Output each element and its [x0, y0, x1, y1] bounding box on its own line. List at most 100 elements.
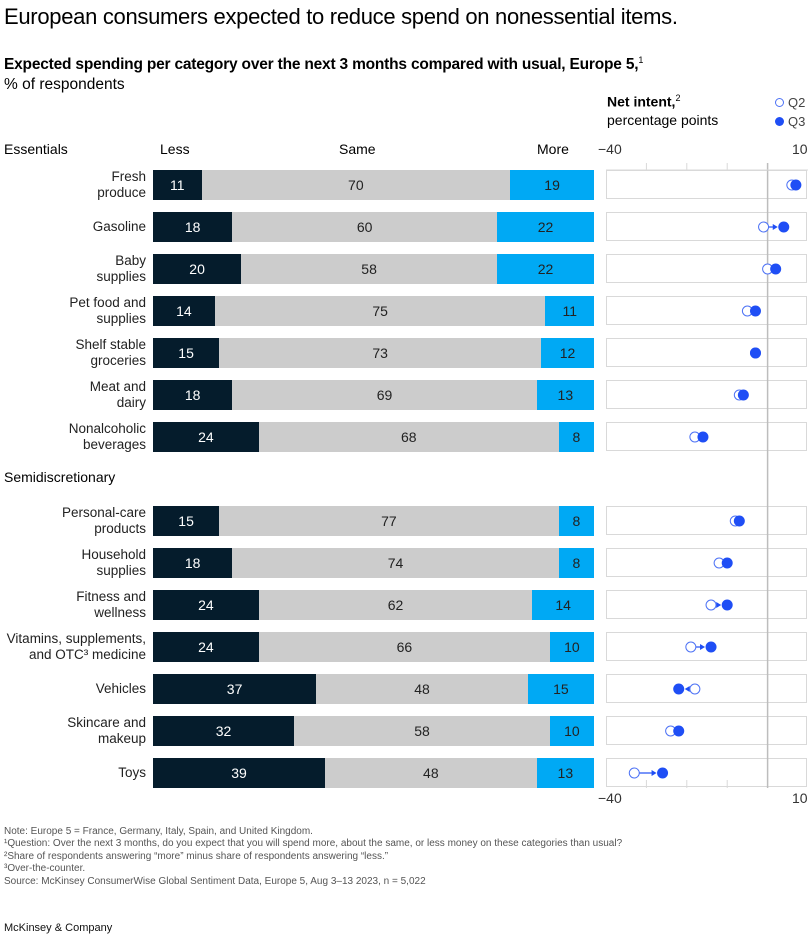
net-intent-title-text: Net intent, [607, 93, 676, 110]
footnote-3: ³Over-the-counter. [4, 863, 86, 875]
subtitle-text: Expected spending per category over the … [4, 56, 639, 74]
category-label-line: and OTC³ medicine [28, 647, 146, 662]
bar-segment-same: 60 [232, 212, 497, 242]
net-intent-title: Net intent,2 [607, 93, 680, 110]
category-label-line: dairy [116, 395, 146, 410]
category-label: Vitamins, supplements, and OTC³ medicine [7, 631, 146, 663]
category-label: Baby supplies [96, 253, 146, 285]
footnote-source: Source: McKinsey ConsumerWise Global Sen… [4, 875, 426, 887]
bar-segment-more: 14 [532, 590, 594, 620]
legend-q3: Q3 [775, 114, 805, 129]
bar-segment-more: 13 [536, 380, 594, 410]
group-label-essentials: Essentials [4, 141, 68, 157]
net-intent-row [606, 296, 807, 325]
chart-subtitle: Expected spending per category over the … [4, 55, 643, 74]
group-label-semidiscretionary: Semidiscretionary [4, 469, 116, 485]
filled-circle-icon [775, 117, 784, 126]
arrow-icon [716, 602, 722, 608]
bar-segment-same: 69 [232, 380, 537, 410]
category-label: Toys [118, 765, 146, 781]
bar-segment-more: 10 [549, 632, 594, 662]
net-intent-subtitle: percentage points [607, 112, 719, 128]
hollow-circle-icon [775, 98, 784, 107]
bar-segment-same: 58 [241, 254, 497, 284]
bar-segment-less: 18 [153, 212, 233, 242]
bar-segment-same: 68 [258, 422, 559, 452]
category-label-line: Personal-care [61, 505, 146, 520]
category-label-line: Pet food and [69, 295, 146, 310]
legend-q2-label: Q2 [788, 95, 806, 110]
footnote-1: ¹Question: Over the next 3 months, do yo… [4, 838, 623, 850]
bar-segment-more: 8 [558, 422, 594, 452]
legend-q3-label: Q3 [788, 114, 806, 129]
q2-point [685, 641, 697, 653]
bar-segment-same: 77 [219, 506, 559, 536]
arrow-icon [700, 644, 706, 650]
category-label-line: Vitamins, supplements, [6, 631, 146, 646]
q2-point [689, 683, 701, 695]
net-intent-row [606, 506, 807, 535]
category-label: Nonalcoholic beverages [69, 421, 146, 453]
q3-point [721, 599, 733, 611]
category-label: Shelf stable groceries [75, 337, 146, 369]
category-label: Meat and dairy [90, 379, 146, 411]
category-label: Skincare and makeup [67, 715, 146, 747]
bar-segment-less: 39 [153, 758, 325, 788]
category-label-line: beverages [82, 437, 146, 452]
q3-point [657, 767, 669, 779]
arrow-icon [772, 224, 778, 230]
bar-segment-less: 37 [153, 674, 317, 704]
arrow-icon [684, 686, 690, 692]
category-label-line: produce [97, 185, 146, 200]
bar-segment-more: 22 [496, 254, 594, 284]
net-intent-row [606, 338, 807, 367]
bar-segment-less: 18 [153, 548, 233, 578]
q3-point [770, 263, 782, 275]
category-label: Household supplies [81, 547, 146, 579]
bar-segment-same: 48 [316, 674, 528, 704]
category-label-line: groceries [90, 353, 146, 368]
bar-segment-same: 48 [324, 758, 537, 788]
column-header-same: Same [339, 141, 376, 157]
net-intent-axis-max-top: 10 [792, 141, 808, 157]
bar-segment-more: 22 [496, 212, 594, 242]
q3-point [697, 431, 709, 443]
bar-segment-less: 20 [153, 254, 242, 284]
bar-segment-less: 15 [153, 338, 220, 368]
brand-logo-text: McKinsey & Company [4, 922, 113, 934]
category-label-line: Household [81, 547, 146, 562]
category-label-line: products [94, 521, 146, 536]
category-label-line: makeup [97, 731, 146, 746]
q3-point [673, 683, 685, 695]
footnotes: Note: Europe 5 = France, Germany, Italy,… [4, 826, 622, 888]
bar-segment-same: 62 [258, 590, 533, 620]
bar-segment-less: 11 [153, 170, 202, 200]
bar-segment-more: 11 [545, 296, 594, 326]
bar-segment-more: 19 [510, 170, 594, 200]
bar-segment-more: 12 [541, 338, 594, 368]
net-intent-row [606, 716, 807, 745]
net-intent-row [606, 548, 807, 577]
q3-point [749, 347, 761, 359]
net-intent-axis-max-bottom: 10 [792, 790, 808, 806]
category-label-line: Vehicles [95, 681, 146, 696]
category-label: Fitness and wellness [76, 589, 146, 621]
category-label-line: supplies [96, 269, 146, 284]
q3-point [721, 557, 733, 569]
bar-segment-more: 13 [536, 758, 594, 788]
category-label-line: Shelf stable [75, 337, 146, 352]
q3-point [733, 515, 745, 527]
q3-point [790, 179, 802, 191]
category-label: Gasoline [93, 219, 146, 235]
bar-segment-less: 14 [153, 296, 215, 326]
net-intent-axis-min-bottom: −40 [598, 790, 622, 806]
net-intent-row [606, 674, 807, 703]
category-label-line: Meat and [89, 379, 146, 394]
q3-point [705, 641, 717, 653]
bar-segment-less: 32 [153, 716, 295, 746]
q2-point [628, 767, 640, 779]
bar-segment-less: 24 [153, 422, 259, 452]
bar-segment-same: 74 [232, 548, 559, 578]
category-label-line: supplies [96, 311, 146, 326]
